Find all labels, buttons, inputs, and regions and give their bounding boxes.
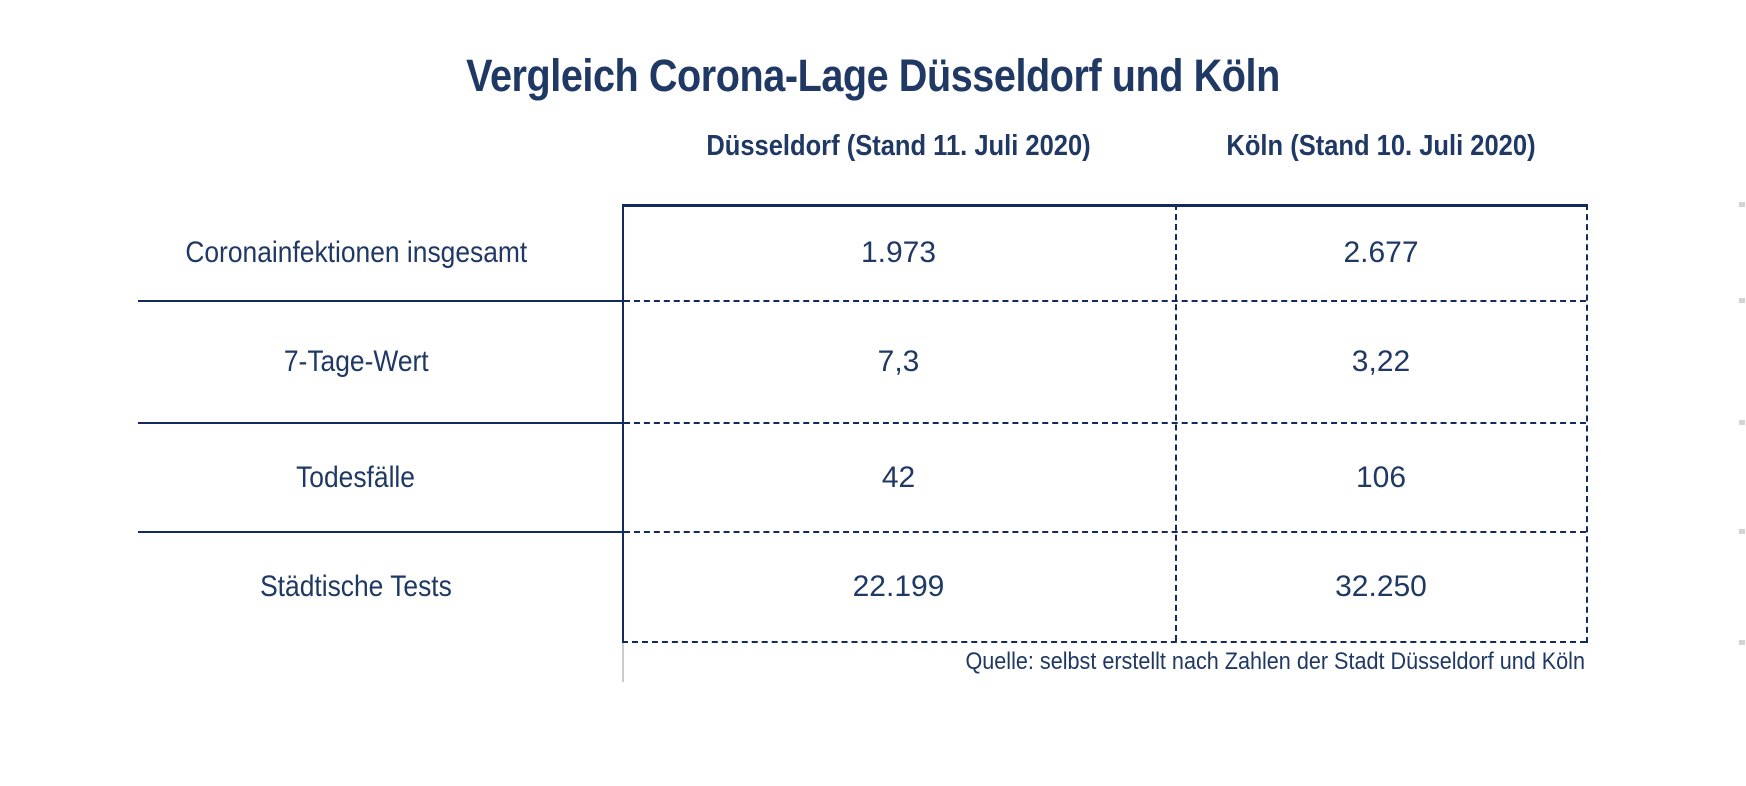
edge-tick-3 — [1739, 420, 1745, 425]
cell-tests-koeln-value: 32.250 — [1335, 570, 1427, 603]
cell-tests-koeln: 32.250 — [1175, 532, 1587, 642]
source-caption-text: Quelle: selbst erstellt nach Zahlen der … — [965, 648, 1585, 675]
cell-infektionen-koeln-value: 2.677 — [1343, 235, 1419, 269]
row-label-todesfaelle-text: Todesfälle — [296, 460, 416, 494]
label-separator-3 — [138, 531, 622, 533]
table-border-bottom — [622, 641, 1586, 643]
table-row-divider-1 — [624, 300, 1586, 302]
row-label-7-tage-wert: 7-Tage-Wert — [90, 301, 622, 423]
edge-tick-2 — [1739, 298, 1745, 303]
row-label-coronainfektionen: Coronainfektionen insgesamt — [90, 204, 622, 301]
edge-tick-4 — [1739, 529, 1745, 534]
table-left-edge-remnant — [622, 643, 624, 682]
label-separator-1 — [138, 300, 622, 302]
cell-7-tage-wert-koeln: 3,22 — [1175, 301, 1587, 423]
cell-infektionen-duesseldorf-value: 1.973 — [860, 235, 937, 269]
edge-tick-1 — [1739, 202, 1745, 207]
row-label-7-tage-wert-text: 7-Tage-Wert — [283, 345, 429, 378]
table-border-left — [622, 204, 624, 643]
label-separator-2 — [138, 422, 622, 424]
cell-todesfaelle-koeln: 106 — [1175, 423, 1587, 532]
row-label-todesfaelle: Todesfälle — [90, 423, 622, 532]
cell-7-tage-wert-duesseldorf-value: 7,3 — [877, 345, 920, 378]
page-title-text: Vergleich Corona-Lage Düsseldorf und Köl… — [466, 50, 1280, 101]
cell-todesfaelle-koeln-value: 106 — [1355, 460, 1407, 494]
cell-todesfaelle-duesseldorf: 42 — [622, 423, 1175, 532]
cell-tests-duesseldorf: 22.199 — [622, 532, 1175, 642]
edge-tick-5 — [1739, 640, 1745, 645]
cell-7-tage-wert-koeln-value: 3,22 — [1351, 345, 1411, 378]
column-header-duesseldorf: Düsseldorf (Stand 11. Juli 2020) — [622, 130, 1175, 163]
cell-tests-duesseldorf-value: 22.199 — [852, 570, 945, 603]
table-border-right — [1586, 204, 1588, 643]
table-border-top — [622, 204, 1588, 207]
column-header-koeln-text: Köln (Stand 10. Juli 2020) — [1226, 130, 1536, 162]
cell-infektionen-koeln: 2.677 — [1175, 204, 1587, 301]
column-header-koeln: Köln (Stand 10. Juli 2020) — [1175, 130, 1587, 163]
source-caption: Quelle: selbst erstellt nach Zahlen der … — [622, 648, 1585, 676]
page-title: Vergleich Corona-Lage Düsseldorf und Köl… — [273, 50, 1473, 102]
row-label-staedtische-tests-text: Städtische Tests — [260, 570, 452, 603]
row-label-coronainfektionen-text: Coronainfektionen insgesamt — [185, 235, 527, 269]
row-label-staedtische-tests: Städtische Tests — [90, 532, 622, 642]
cell-7-tage-wert-duesseldorf: 7,3 — [622, 301, 1175, 423]
table-row-divider-2 — [624, 422, 1586, 424]
column-header-duesseldorf-text: Düsseldorf (Stand 11. Juli 2020) — [706, 130, 1091, 162]
cell-todesfaelle-duesseldorf-value: 42 — [881, 460, 916, 494]
table-row-divider-3 — [624, 531, 1586, 533]
cell-infektionen-duesseldorf: 1.973 — [622, 204, 1175, 301]
